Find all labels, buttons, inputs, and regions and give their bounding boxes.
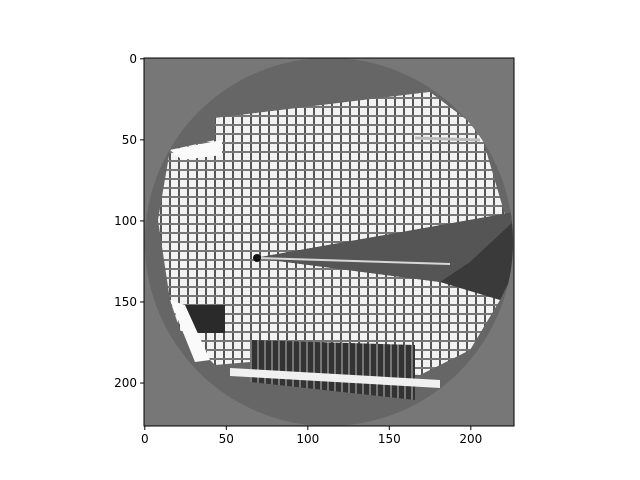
building-ledge bbox=[170, 300, 210, 362]
y-tick-label: 100 bbox=[114, 214, 137, 228]
building-ledge bbox=[170, 140, 222, 160]
x-tick-label: 150 bbox=[378, 432, 401, 446]
x-tick-label: 200 bbox=[459, 432, 482, 446]
building-upper-tier bbox=[215, 92, 435, 150]
crane bbox=[414, 136, 481, 142]
building-ledge bbox=[230, 368, 440, 388]
x-tick-label: 0 bbox=[141, 432, 149, 446]
y-axis: 0 50 100 150 200 bbox=[114, 52, 144, 390]
spire-mast bbox=[257, 257, 451, 265]
y-tick-label: 0 bbox=[129, 52, 137, 66]
building-facade bbox=[158, 92, 505, 375]
x-tick-label: 100 bbox=[296, 432, 319, 446]
image bbox=[144, 58, 514, 426]
spire-tip bbox=[253, 254, 261, 262]
x-axis: 0 50 100 150 200 bbox=[141, 426, 482, 446]
building-lower-band bbox=[250, 340, 415, 400]
y-tick-label: 50 bbox=[122, 133, 137, 147]
x-tick-label: 50 bbox=[219, 432, 234, 446]
spire-highlight bbox=[255, 212, 513, 282]
axes-frame bbox=[143, 57, 515, 427]
y-tick-label: 200 bbox=[114, 376, 137, 390]
y-tick-label: 150 bbox=[114, 295, 137, 309]
